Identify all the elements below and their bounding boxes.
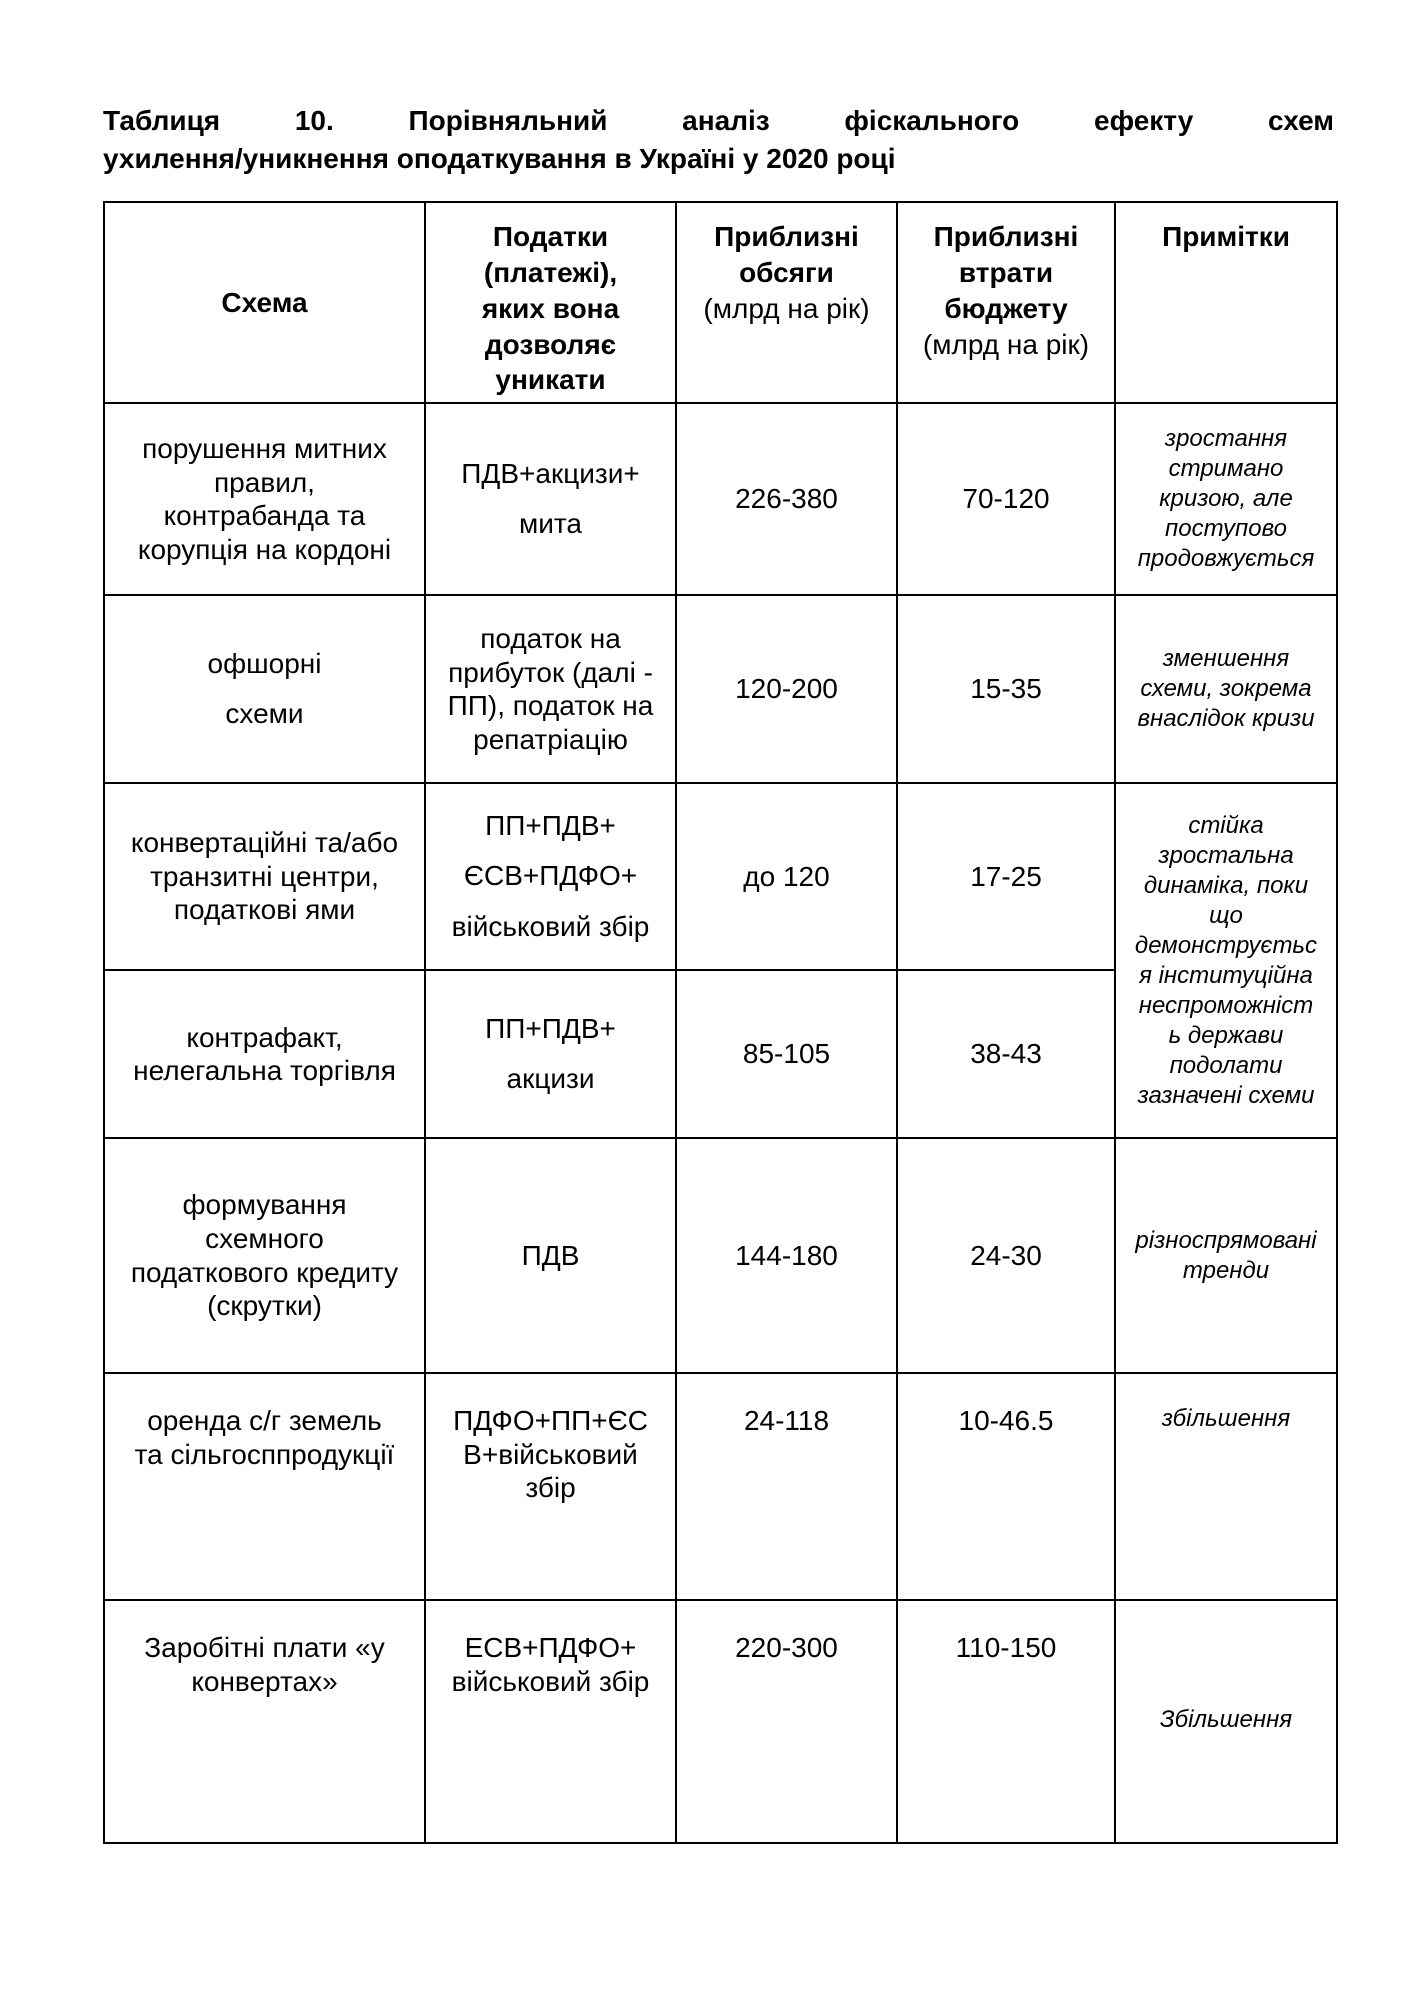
table-row: конвертаційні та/або транзитні центри, п…: [103, 782, 1338, 1140]
header-notes: Примітки: [1114, 201, 1338, 405]
table-row: контрафакт, нелегальна торгівля ПП+ПДВ+ …: [103, 969, 1337, 1140]
cell-taxes: податок на прибуток (далі - ПП), податок…: [424, 594, 677, 785]
cell-taxes: ЕСВ+ПДФО+ військовий збір: [424, 1599, 677, 1845]
cell-losses: 15-35: [896, 594, 1116, 785]
cell-volume: 24-118: [675, 1372, 898, 1602]
cell-notes: різноспрямовані тренди: [1114, 1137, 1338, 1375]
document-page: Таблиця 10. Порівняльний аналіз фіскальн…: [103, 102, 1338, 1845]
cell-volume: 85-105: [675, 969, 898, 1140]
header-losses-unit: (млрд на рік): [922, 328, 1090, 360]
table-row: оренда с/г земель та сільгосппродукції П…: [103, 1372, 1338, 1602]
cell-notes: зменшення схеми, зокрема внаслідок кризи: [1114, 594, 1338, 785]
header-volumes-unit: (млрд на рік): [703, 292, 870, 324]
table-row: формування схемного податкового кредиту …: [103, 1137, 1338, 1375]
cell-losses: 110-150: [896, 1599, 1116, 1845]
cell-taxes: ПП+ПДВ+ ЄСВ+ПДФО+ військовий збір: [424, 782, 677, 972]
header-row: Схема Податки (платежі), яких вона дозво…: [103, 201, 1338, 405]
cell-notes: зростання стримано кризою, але поступово…: [1114, 402, 1338, 597]
cell-volume: 144-180: [675, 1137, 898, 1375]
cell-scheme: офшорні схеми: [103, 594, 426, 785]
header-losses-label: Приблизні втрати бюджету: [933, 221, 1079, 324]
cell-taxes: ПП+ПДВ+ акцизи: [424, 969, 677, 1140]
cell-volume: 220-300: [675, 1599, 898, 1845]
cell-scheme: порушення митних правил, контрабанда та …: [103, 402, 426, 597]
table-row: офшорні схеми податок на прибуток (далі …: [103, 594, 1338, 785]
cell-scheme: оренда с/г земель та сільгосппродукції: [103, 1372, 426, 1602]
cell-scheme: формування схемного податкового кредиту …: [103, 1137, 426, 1375]
cell-losses: 38-43: [896, 969, 1116, 1140]
header-taxes: Податки (платежі), яких вона дозволяє ун…: [424, 201, 677, 405]
table-title-line1: Таблиця 10. Порівняльний аналіз фіскальн…: [103, 105, 1334, 136]
table-row: порушення митних правил, контрабанда та …: [103, 402, 1338, 597]
cell-losses: 70-120: [896, 402, 1116, 597]
cell-scheme: контрафакт, нелегальна торгівля: [103, 969, 426, 1140]
cell-taxes: ПДФО+ПП+ЄС В+військовий збір: [424, 1372, 677, 1602]
cell-taxes: ПДВ: [424, 1137, 677, 1375]
table-row: Заробітні плати «у конвертах» ЕСВ+ПДФО+ …: [103, 1599, 1338, 1845]
cell-volume: 120-200: [675, 594, 898, 785]
header-volumes-label: Приблизні обсяги: [714, 221, 859, 288]
cell-losses: 17-25: [896, 782, 1116, 972]
table-title: Таблиця 10. Порівняльний аналіз фіскальн…: [103, 102, 1334, 177]
cell-notes: збільшення: [1114, 1372, 1338, 1602]
cell-scheme: Заробітні плати «у конвертах»: [103, 1599, 426, 1845]
cell-notes-merged: стійка зростальна динаміка, поки що демо…: [1114, 782, 1338, 1140]
tax-schemes-table: Схема Податки (платежі), яких вона дозво…: [103, 201, 1338, 1845]
cell-losses: 10-46.5: [896, 1372, 1116, 1602]
table-title-line2: ухилення/уникнення оподаткування в Украї…: [103, 142, 896, 174]
header-losses: Приблизні втрати бюджету (млрд на рік): [896, 201, 1116, 405]
header-scheme: Схема: [103, 201, 426, 405]
cell-losses: 24-30: [896, 1137, 1116, 1375]
header-volumes: Приблизні обсяги (млрд на рік): [675, 201, 898, 405]
cell-taxes: ПДВ+акцизи+ мита: [424, 402, 677, 597]
cell-notes: Збільшення: [1114, 1599, 1338, 1845]
cell-volume: до 120: [675, 782, 898, 972]
cell-volume: 226-380: [675, 402, 898, 597]
cell-scheme: конвертаційні та/або транзитні центри, п…: [103, 782, 426, 972]
